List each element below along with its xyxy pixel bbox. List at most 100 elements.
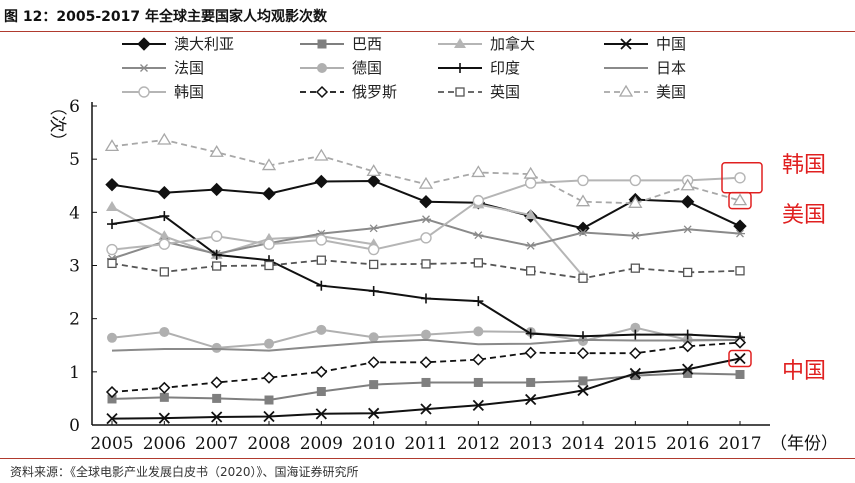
data-point xyxy=(421,329,431,340)
legend-label: 法国 xyxy=(174,59,204,77)
data-point xyxy=(107,219,117,230)
data-point xyxy=(630,322,641,333)
data-point xyxy=(524,208,537,219)
data-point xyxy=(472,399,484,411)
legend-item: 日本 xyxy=(604,59,686,77)
legend-swatch-marker xyxy=(455,63,465,73)
series-9 xyxy=(106,172,746,256)
data-point xyxy=(264,260,274,271)
data-point xyxy=(526,266,536,276)
marker-stroke xyxy=(629,367,641,380)
data-point xyxy=(421,259,431,269)
data-point xyxy=(526,377,536,387)
legend-swatch-marker xyxy=(317,63,327,73)
data-point xyxy=(630,371,640,381)
legend-swatch-marker xyxy=(454,38,466,48)
data-point xyxy=(680,178,695,191)
series-line xyxy=(111,203,584,277)
data-point xyxy=(681,340,694,353)
annotation-box xyxy=(728,191,752,210)
series-4 xyxy=(106,352,746,425)
data-point xyxy=(105,177,119,192)
data-point xyxy=(733,219,747,233)
data-point xyxy=(525,241,536,250)
data-point xyxy=(159,326,170,337)
data-point xyxy=(733,336,747,349)
marker-stroke xyxy=(106,412,118,425)
legend-item: 巴西 xyxy=(300,35,382,53)
marker-stroke xyxy=(526,241,535,250)
marker-stroke xyxy=(474,231,483,240)
series-8 xyxy=(111,338,741,352)
marker-stroke xyxy=(263,410,275,423)
data-point xyxy=(472,353,485,366)
legend-item: 法国 xyxy=(122,59,204,77)
x-tick-label: 2007 xyxy=(195,434,238,454)
series-12 xyxy=(104,132,748,208)
data-point xyxy=(210,376,223,389)
data-point xyxy=(212,261,222,271)
y-axis-label: （次） xyxy=(47,99,67,150)
series-line xyxy=(111,139,741,205)
data-point xyxy=(366,174,381,188)
data-point xyxy=(576,221,590,235)
data-point xyxy=(367,243,380,256)
marker-stroke xyxy=(525,393,537,406)
data-point xyxy=(471,165,486,178)
data-point xyxy=(105,385,119,399)
marker-stroke xyxy=(734,352,746,365)
annotation-label: 中国 xyxy=(782,359,826,384)
data-point xyxy=(472,194,485,207)
data-point xyxy=(473,296,484,307)
data-point xyxy=(263,410,275,423)
x-tick-label: 2013 xyxy=(509,434,552,454)
x-tick-label: 2008 xyxy=(247,434,290,454)
x-tick-label: 2014 xyxy=(561,434,604,454)
data-point xyxy=(683,368,693,378)
data-point xyxy=(525,393,537,406)
data-point xyxy=(578,273,588,283)
marker-stroke xyxy=(472,399,484,411)
data-point xyxy=(264,395,274,405)
data-point xyxy=(418,176,434,189)
data-point xyxy=(315,234,328,246)
data-point xyxy=(629,367,641,380)
data-point xyxy=(368,332,379,343)
data-point xyxy=(420,232,432,244)
data-point xyxy=(368,224,379,233)
annotation-label: 美国 xyxy=(782,203,826,228)
data-point xyxy=(735,266,745,276)
data-point xyxy=(314,174,329,189)
marker-stroke xyxy=(315,408,327,420)
data-point xyxy=(630,231,641,240)
legend-item: 澳大利亚 xyxy=(122,35,234,53)
marker-stroke xyxy=(682,363,694,375)
data-point xyxy=(732,193,748,206)
legend-swatch-marker xyxy=(315,85,329,99)
data-point xyxy=(106,412,118,425)
marker-stroke xyxy=(420,403,432,415)
marker-stroke xyxy=(369,224,378,233)
data-point xyxy=(628,196,643,208)
data-point xyxy=(316,324,327,335)
annotation: 中国 xyxy=(728,349,826,384)
data-point xyxy=(473,377,483,387)
source-note: 资料来源：《全球电影产业发展白皮书（2020）》、国海证券研究所 xyxy=(10,465,359,479)
data-point xyxy=(682,225,693,234)
data-point xyxy=(473,326,484,337)
x-tick-label: 2010 xyxy=(352,434,395,454)
figure-title: 图 12：2005-2017 年全球主要国家人均观影次数 xyxy=(4,9,327,25)
data-point xyxy=(576,347,590,360)
marker-stroke xyxy=(211,411,223,423)
data-point xyxy=(629,347,642,360)
data-point xyxy=(735,369,745,379)
legend-swatch-marker xyxy=(620,38,632,50)
data-point xyxy=(209,144,224,157)
data-point xyxy=(524,346,537,359)
series-3 xyxy=(106,198,589,281)
data-point xyxy=(420,403,432,415)
data-point xyxy=(473,258,483,268)
data-point xyxy=(578,376,588,386)
legend-label: 俄罗斯 xyxy=(352,83,397,101)
